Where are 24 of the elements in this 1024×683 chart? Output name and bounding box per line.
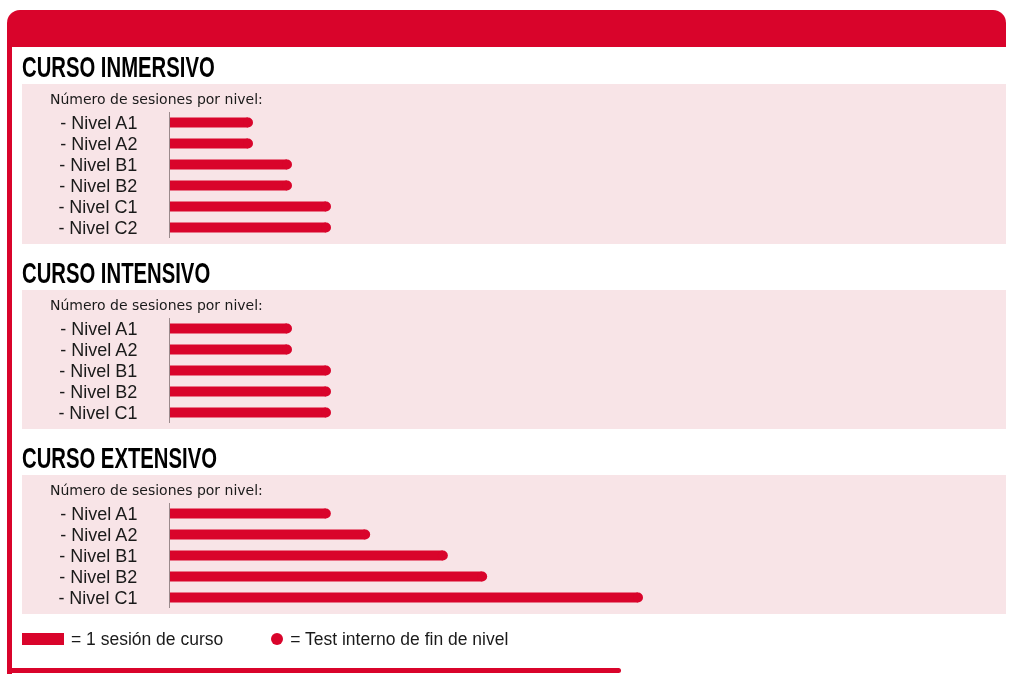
chart-title: CURSO INMERSIVO	[22, 50, 215, 83]
y-tick-label: - Nivel A1	[60, 112, 138, 133]
y-tick-label: - Nivel B2	[59, 566, 138, 587]
legend-label: = Test interno de fin de nivel	[290, 628, 509, 650]
y-tick-label: - Nivel B2	[59, 175, 138, 196]
y-tick-label: - Nivel A1	[60, 318, 138, 339]
y-tick-label: - Nivel B2	[59, 381, 138, 402]
chart-subtitle: Número de sesiones por nivel:	[50, 90, 263, 108]
y-tick-label: - Nivel C1	[58, 587, 138, 608]
y-tick-label: - Nivel B1	[59, 545, 138, 566]
y-tick-label: - Nivel A1	[60, 503, 138, 524]
y-tick-label: - Nivel B1	[59, 154, 138, 175]
chart-subtitle: Número de sesiones por nivel:	[50, 296, 263, 314]
legend-label: = 1 sesión de curso	[71, 628, 224, 650]
y-tick-label: - Nivel C1	[58, 196, 138, 217]
y-tick-label: - Nivel A2	[60, 133, 138, 154]
y-tick-label: - Nivel B1	[59, 360, 138, 381]
chart-title: CURSO EXTENSIVO	[22, 441, 217, 474]
y-tick-label: - Nivel C2	[58, 217, 138, 238]
y-tick-label: - Nivel A2	[60, 524, 138, 545]
chart-title: CURSO INTENSIVO	[22, 256, 211, 289]
y-tick-label: - Nivel C1	[58, 402, 138, 423]
y-tick-label: - Nivel A2	[60, 339, 138, 360]
chart-subtitle: Número de sesiones por nivel:	[50, 481, 263, 499]
